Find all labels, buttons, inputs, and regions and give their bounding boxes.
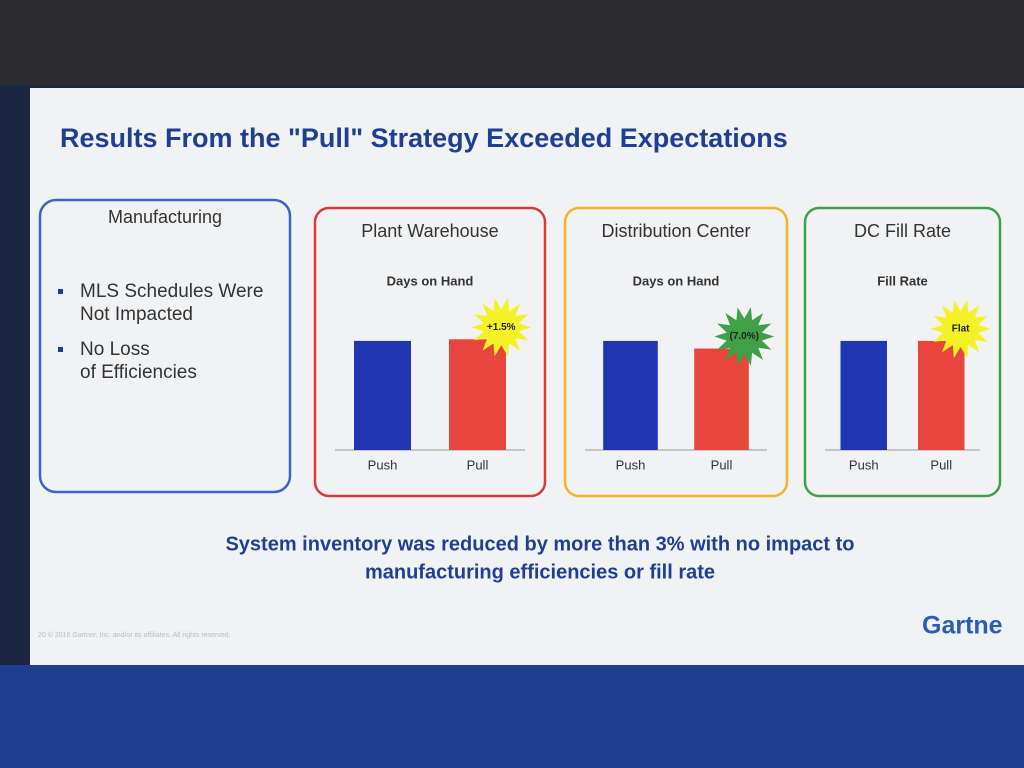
chart-title: Plant Warehouse: [361, 221, 498, 241]
footer: 20 © 2016 Gartner, Inc. and/or its affil…: [38, 631, 231, 639]
bar: [694, 348, 749, 450]
bar: [354, 340, 411, 450]
x-tick-label: Pull: [930, 457, 952, 472]
bar: [603, 340, 658, 450]
chart-box: [803, 206, 1002, 498]
logo: Gartne: [922, 612, 1003, 640]
conclusion-line: System inventory was reduced by more tha…: [225, 533, 854, 555]
bar: [449, 339, 506, 450]
chart-title: Distribution Center: [601, 221, 750, 241]
chart-subtitle: Fill Rate: [877, 273, 928, 288]
chart-title: DC Fill Rate: [854, 221, 951, 241]
bar: [918, 340, 965, 450]
badge: [930, 299, 991, 359]
bullets: MLS Schedules Were Not Impacted No Loss of …: [58, 281, 263, 383]
x-tick-label: Push: [849, 457, 879, 472]
bullet-dot: [58, 347, 63, 352]
conclusion-line: manufacturing efficiencies or fill rate: [365, 561, 715, 583]
bullet-text: No Loss of Efficiencies: [80, 339, 197, 383]
x-tick-label: Push: [368, 457, 398, 472]
bullet-dot: [58, 289, 63, 294]
manufacturing-title: Manufacturing: [108, 207, 222, 227]
chart-subtitle: Days on Hand: [633, 273, 720, 288]
x-tick-label: Pull: [467, 457, 489, 472]
chart-subtitle: Days on Hand: [387, 273, 474, 288]
manufacturing-box: [38, 198, 292, 494]
ceiling: [0, 0, 1024, 85]
bullet-text: MLS Schedules Were Not Impacted: [80, 281, 263, 325]
slide-title: Results From the "Pull" Strategy Exceede…: [60, 123, 788, 153]
chart-box: [313, 206, 547, 498]
chart-box: [563, 206, 789, 498]
x-tick-label: Pull: [711, 457, 733, 472]
bar: [840, 340, 887, 450]
badge-label: +1.5%: [487, 322, 516, 333]
badge: [471, 298, 532, 357]
floor-glow: [0, 665, 1024, 768]
badge-label: Flat: [952, 324, 970, 335]
badge: [714, 307, 775, 366]
badge-label: (7.0%): [730, 331, 759, 342]
x-tick-label: Push: [616, 457, 646, 472]
